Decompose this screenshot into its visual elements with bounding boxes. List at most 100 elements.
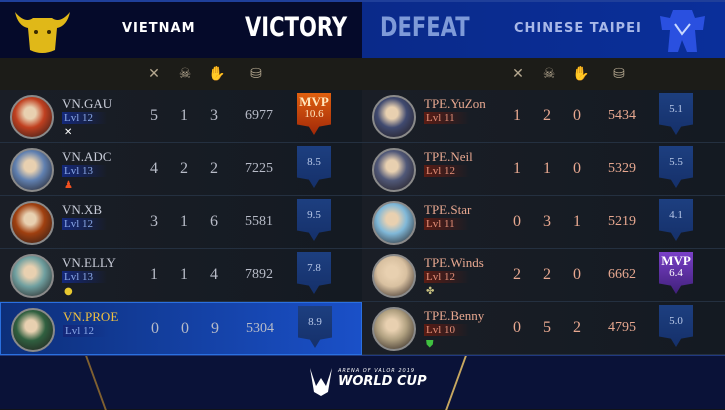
- score-badge: 5.0: [659, 305, 693, 347]
- hero-avatar: [372, 201, 416, 245]
- footer: ARENA OF VALOR 2019 WORLD CUP: [0, 355, 725, 410]
- gold-value: 5434: [608, 108, 636, 123]
- score-value: 5.0: [669, 315, 683, 327]
- player-level: Lvl 12: [62, 218, 108, 230]
- player-name: VN.GAU: [62, 96, 113, 111]
- stats-column-headers: ✕ ☠ ✋ ⛁ ✕ ☠ ✋ ⛁: [0, 58, 725, 90]
- hero-avatar: [10, 201, 54, 245]
- kills-value: 3: [150, 213, 158, 230]
- gold-value: 7892: [245, 267, 273, 282]
- event-logo: ARENA OF VALOR 2019 WORLD CUP: [338, 368, 427, 389]
- mvp-badge: MVP 6.4: [659, 252, 693, 294]
- player-level: Lvl 12: [424, 271, 470, 283]
- player-level: Lvl 11: [424, 112, 469, 124]
- player-name: TPE.Neil: [424, 149, 473, 164]
- score-value: 9.5: [307, 209, 321, 221]
- gold-value: 6662: [608, 267, 636, 282]
- assists-icon: ✋: [208, 66, 226, 82]
- world-cup-logo-icon: [310, 368, 332, 396]
- player-row[interactable]: TPE.Winds Lvl 12 ✤ 2 2 0 6662 MVP 6.4: [362, 249, 725, 302]
- right-team-name: CHINESE TAIPEI: [514, 21, 642, 36]
- player-name: VN.XB: [62, 202, 103, 217]
- score-badge: 5.1: [659, 93, 693, 135]
- kills-value: 1: [150, 266, 158, 283]
- hero-avatar: [372, 148, 416, 192]
- gold-value: 7225: [245, 161, 273, 176]
- figure-icon: ♟: [64, 180, 73, 191]
- hero-avatar: [10, 148, 54, 192]
- assists-value: 6: [210, 213, 218, 230]
- player-name: VN.PROE: [63, 309, 119, 324]
- player-row[interactable]: TPE.Neil Lvl 12 1 1 0 5329 5.5: [362, 143, 725, 196]
- player-name: TPE.Star: [424, 202, 472, 217]
- deaths-value: 3: [543, 213, 551, 230]
- score-value: 5.5: [669, 156, 683, 168]
- assists-value: 2: [210, 160, 218, 177]
- deaths-icon: ☠: [178, 66, 192, 82]
- kills-value: 1: [513, 107, 521, 124]
- score-value: 8.9: [308, 316, 322, 328]
- player-row[interactable]: TPE.Star Lvl 11 0 3 1 5219 4.1: [362, 196, 725, 249]
- hero-avatar: [10, 254, 54, 298]
- vietnam-buffalo-logo: [15, 12, 70, 53]
- left-team-name: VIETNAM: [122, 21, 196, 36]
- chinese-taipei-bear-logo: [660, 10, 705, 52]
- player-row[interactable]: TPE.Benny Lvl 10 ⛊ 0 5 2 4795 5.0: [362, 302, 725, 355]
- gold-value: 6977: [245, 108, 273, 123]
- hero-avatar: [372, 307, 416, 351]
- score-badge: 9.5: [297, 199, 331, 241]
- gold-value: 4795: [608, 320, 636, 335]
- player-row[interactable]: VN.PROE Lvl 12 0 0 9 5304 8.9: [0, 302, 362, 355]
- score-badge: 8.5: [297, 146, 331, 188]
- score-value: 4.1: [669, 209, 683, 221]
- assists-value: 4: [210, 266, 218, 283]
- deaths-value: 2: [180, 160, 188, 177]
- player-row[interactable]: TPE.YuZon Lvl 11 1 2 0 5434 5.1: [362, 90, 725, 143]
- gold-value: 5304: [246, 321, 274, 336]
- player-level: Lvl 10: [424, 324, 470, 336]
- score-badge: 4.1: [659, 199, 693, 241]
- assists-value: 3: [210, 107, 218, 124]
- player-name: TPE.Benny: [424, 308, 485, 323]
- kills-value: 0: [513, 319, 521, 336]
- kills-value: 1: [513, 160, 521, 177]
- deaths-value: 2: [543, 266, 551, 283]
- x-icon: ✕: [64, 127, 73, 138]
- player-row[interactable]: VN.GAU Lvl 12 ✕ 5 1 3 6977 MVP 10.6: [0, 90, 362, 143]
- event-title: WORLD CUP: [338, 374, 427, 389]
- deaths-value: 2: [543, 107, 551, 124]
- deaths-icon: ☠: [542, 66, 556, 82]
- score-value: 7.8: [307, 262, 321, 274]
- defeat-label: DEFEAT: [380, 12, 470, 43]
- mvp-label: MVP: [299, 94, 329, 109]
- mvp-label: MVP: [661, 253, 691, 268]
- player-level: Lvl 12: [424, 165, 470, 177]
- victory-label: VICTORY: [245, 12, 348, 43]
- player-row[interactable]: VN.ELLY Lvl 13 ● 1 1 4 7892 7.8: [0, 249, 362, 302]
- kills-icon: ✕: [148, 66, 160, 82]
- hero-avatar: [10, 95, 54, 139]
- deaths-value: 1: [543, 160, 551, 177]
- deaths-value: 5: [543, 319, 551, 336]
- gold-icon: ⛁: [250, 66, 262, 82]
- coin-icon: ●: [64, 286, 73, 297]
- player-level: Lvl 13: [62, 271, 108, 283]
- deaths-value: 0: [181, 320, 189, 337]
- assists-value: 2: [573, 319, 581, 336]
- player-level: Lvl 12: [62, 112, 108, 124]
- score-value: 6.4: [669, 267, 683, 279]
- score-value: 5.1: [669, 103, 683, 115]
- deaths-value: 1: [180, 213, 188, 230]
- player-name: VN.ELLY: [62, 255, 116, 270]
- kills-value: 4: [150, 160, 158, 177]
- player-row[interactable]: VN.ADC Lvl 13 ♟ 4 2 2 7225 8.5: [0, 143, 362, 196]
- event-subtitle: ARENA OF VALOR 2019: [338, 368, 416, 374]
- assists-value: 9: [211, 320, 219, 337]
- deaths-value: 1: [180, 266, 188, 283]
- player-level: Lvl 11: [424, 218, 469, 230]
- kills-icon: ✕: [512, 66, 524, 82]
- player-name: TPE.Winds: [424, 255, 484, 270]
- kills-value: 0: [151, 320, 159, 337]
- gold-value: 5581: [245, 214, 273, 229]
- player-row[interactable]: VN.XB Lvl 12 3 1 6 5581 9.5: [0, 196, 362, 249]
